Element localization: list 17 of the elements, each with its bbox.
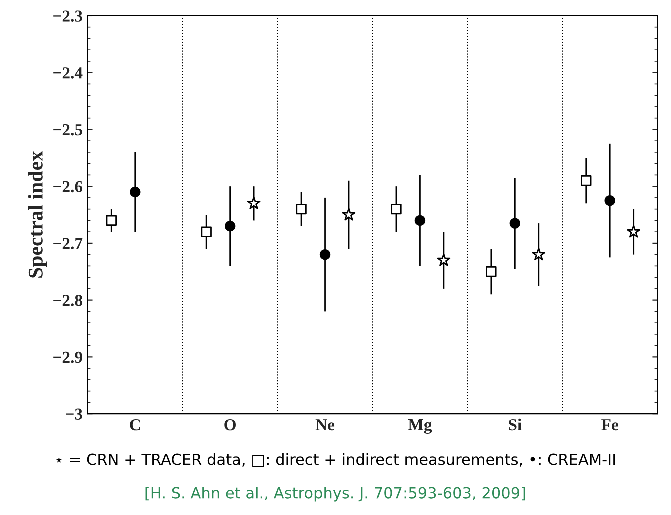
y-tick-label: −2.5 xyxy=(54,124,82,136)
y-tick-label: −2.4 xyxy=(54,68,83,79)
x-tick-label: Fe xyxy=(602,420,618,431)
y-tick-label: −2.9 xyxy=(54,352,82,364)
text: ⋆ = CRN + TRACER data, □: direct + indirect measurements, •: CREAM-II xyxy=(56,454,616,468)
x-tick-label: Mg xyxy=(408,419,432,434)
x-tick-label: Ne xyxy=(316,420,335,431)
x-tick-label: C xyxy=(130,419,140,431)
y-tick-label: −2.6 xyxy=(54,181,83,193)
y-tick-label: −2.7 xyxy=(54,238,83,250)
x-tick-label: O xyxy=(224,419,236,431)
y-tick-label: −3 xyxy=(66,408,82,420)
y-axis-title: Spectral index xyxy=(28,151,48,278)
y-tick-label: −2.8 xyxy=(54,295,82,306)
text: [H. S. Ahn et al., Astrophys. J. 707:593-603, 2009] xyxy=(146,487,526,502)
y-tick-label: −2.3 xyxy=(54,10,82,22)
x-tick-label: Si xyxy=(509,418,522,431)
